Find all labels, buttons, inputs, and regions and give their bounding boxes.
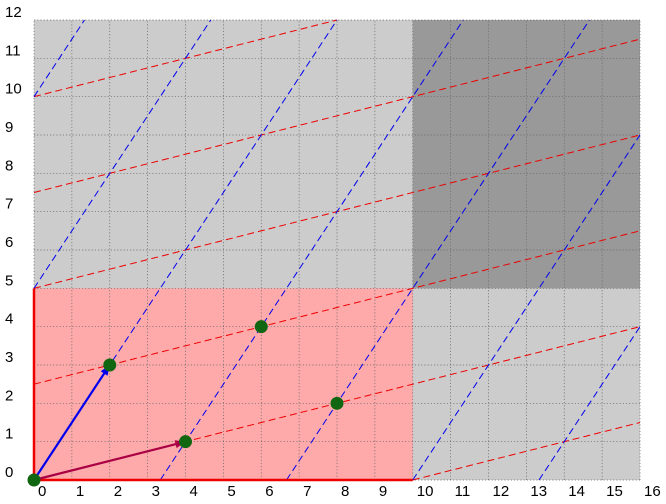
vector-v2 [33,364,111,481]
x-tick-label-0: 0 [38,483,46,499]
x-tick-label-1: 1 [76,483,84,499]
y-tick-label-5: 5 [5,272,13,289]
y-tick-label-0: 0 [5,464,13,481]
x-tick-label-14: 14 [568,483,585,499]
x-tick-label-8: 8 [341,483,349,499]
region-dark-block [412,20,640,289]
y-tick-label-2: 2 [5,387,13,404]
blue-line-5 [412,134,641,481]
y-tick-label-4: 4 [5,311,13,328]
x-tick-label-9: 9 [379,483,387,499]
x-tick-labels: 0 1 2 3 4 5 6 7 8 9 10 11 12 13 14 15 16 [38,483,661,500]
lattice-point-0 [27,473,41,487]
lattice-point-2 [103,358,117,372]
blue-line-6 [538,326,641,481]
y-tick-label-7: 7 [5,196,13,213]
y-tick-label-1: 1 [5,426,13,443]
lattice-point-4 [254,320,268,334]
domain-border [32,288,413,482]
red-line-2 [412,422,641,481]
x-tick-label-11: 11 [455,483,471,499]
lattice-point-3 [330,396,344,410]
x-tick-label-6: 6 [265,483,273,499]
y-tick-label-6: 6 [5,234,13,251]
red-line-4 [33,230,641,385]
y-tick-label-11: 11 [5,42,21,59]
y-tick-label-8: 8 [5,157,13,174]
x-tick-label-3: 3 [152,483,160,499]
y-tick-label-10: 10 [5,81,22,98]
blue-line-3 [159,19,464,481]
x-tick-label-16: 16 [644,483,661,499]
x-tick-label-15: 15 [606,483,623,499]
y-tick-label-9: 9 [5,119,13,136]
x-tick-label-2: 2 [114,483,122,499]
blue-line-0 [33,19,85,97]
x-tick-label-10: 10 [417,483,434,499]
x-tick-label-13: 13 [530,483,547,499]
blue-line-1 [33,19,212,289]
lattice-points [27,320,344,487]
x-tick-label-5: 5 [227,483,235,499]
x-tick-label-7: 7 [303,483,311,499]
vector-v1 [33,440,186,482]
x-tick-label-12: 12 [493,483,510,499]
lattice-point-1 [179,435,192,449]
y-tick-label-3: 3 [5,349,13,366]
x-tick-label-4: 4 [190,483,198,499]
y-tick-label-12: 12 [5,4,22,21]
red-line-6 [33,38,641,193]
